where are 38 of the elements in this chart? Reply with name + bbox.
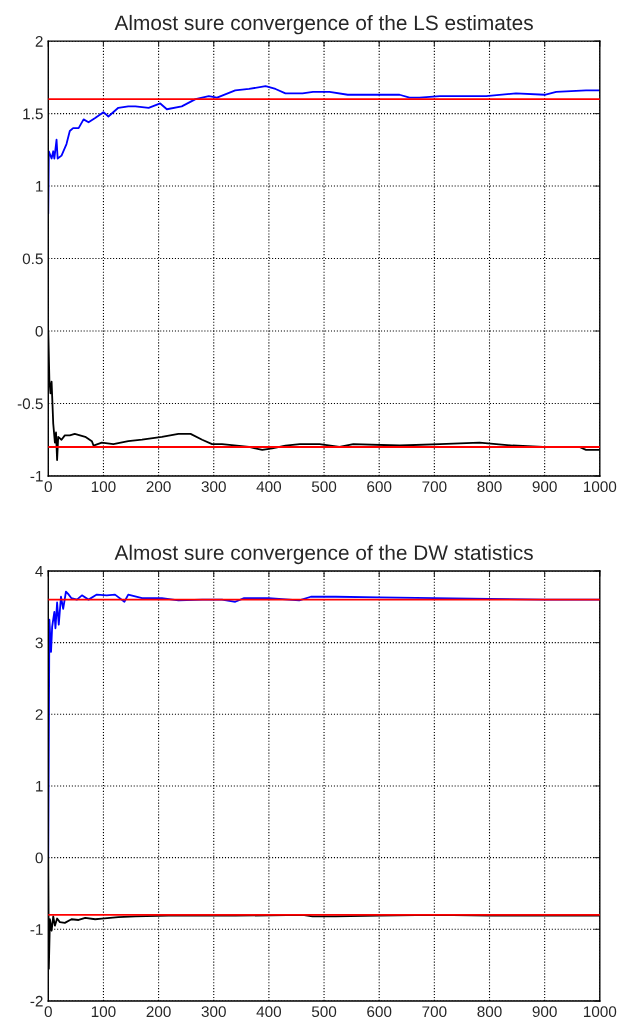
y-tick-label: 2: [35, 35, 43, 47]
x-tick-label: 200: [146, 481, 171, 493]
x-tick-label: 1000: [583, 1006, 617, 1018]
y-tick-label: 1.5: [23, 108, 43, 120]
x-tick-label: 400: [256, 1006, 282, 1018]
y-tick-label: 0: [35, 852, 43, 864]
y-tick-label: 0: [35, 325, 43, 337]
x-tick-label: 200: [146, 1006, 171, 1018]
y-tick-label: 2: [35, 709, 43, 720]
x-tick-label: 800: [477, 481, 502, 493]
x-tick-label: 700: [422, 481, 447, 493]
chart-title: Almost sure convergence of the DW statistics: [114, 544, 533, 565]
x-tick-label: 0: [44, 481, 52, 493]
y-tick-label: -1: [30, 470, 43, 482]
x-tick-label: 500: [311, 481, 337, 493]
x-tick-label: 400: [256, 481, 282, 493]
x-tick-label: 300: [201, 481, 226, 493]
y-tick-label: -2: [30, 995, 43, 1007]
x-tick-label: 600: [367, 1006, 392, 1018]
x-tick-label: 100: [91, 481, 116, 493]
y-tick-label: 0.5: [22, 253, 43, 265]
y-tick-label: 1: [36, 181, 43, 192]
chart-title: Almost sure convergence of the LS estimates: [114, 14, 533, 35]
x-tick-label: 900: [532, 1006, 557, 1018]
y-tick-label: 1: [36, 780, 43, 792]
y-tick-label: 3: [35, 637, 43, 649]
x-tick-label: 0: [44, 1006, 52, 1018]
y-tick-label: -0.5: [17, 398, 43, 410]
y-tick-label: -1: [30, 924, 43, 935]
y-tick-label: 4: [35, 565, 43, 577]
x-tick-label: 700: [422, 1006, 447, 1018]
x-tick-label: 500: [311, 1006, 337, 1018]
x-tick-label: 900: [532, 481, 557, 493]
x-tick-label: 600: [367, 481, 392, 493]
x-tick-label: 300: [201, 1006, 226, 1018]
x-tick-label: 1000: [583, 481, 617, 493]
x-tick-label: 800: [477, 1006, 502, 1018]
x-tick-label: 100: [91, 1006, 116, 1018]
